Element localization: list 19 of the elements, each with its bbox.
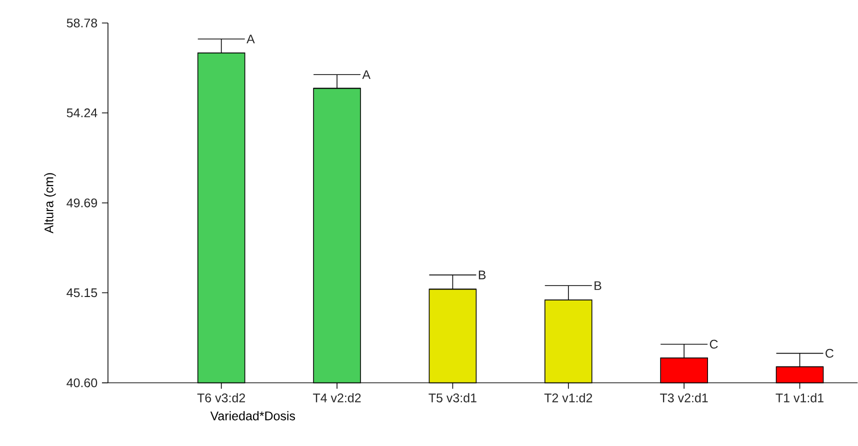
x-tick-label: T4 v2:d2: [312, 393, 361, 402]
annotation: A: [362, 70, 371, 80]
annotation: B: [478, 270, 486, 280]
y-axis-title: Altura (cm): [44, 173, 56, 234]
y-tick-label: 54.24: [66, 108, 98, 118]
y-tick-label: 49.69: [66, 198, 98, 208]
x-tick-label: T1 v1:d1: [776, 393, 824, 402]
annotation: C: [826, 349, 834, 358]
annotation: B: [594, 281, 602, 290]
x-tick-label: T6 v3:d2: [197, 393, 245, 402]
x-tick-label: T5 v3:d1: [428, 393, 476, 402]
y-tick-label: 58.78: [66, 18, 98, 28]
annotation: C: [710, 340, 718, 349]
x-axis-title: Variedad*Dosis: [210, 411, 296, 420]
x-tick-label: T2 v1:d2: [544, 393, 592, 402]
y-tick-label: 45.15: [66, 288, 98, 298]
annotation: A: [246, 34, 255, 44]
y-tick-label: 40.60: [66, 378, 98, 388]
x-tick-label: T3 v2:d1: [660, 393, 708, 402]
